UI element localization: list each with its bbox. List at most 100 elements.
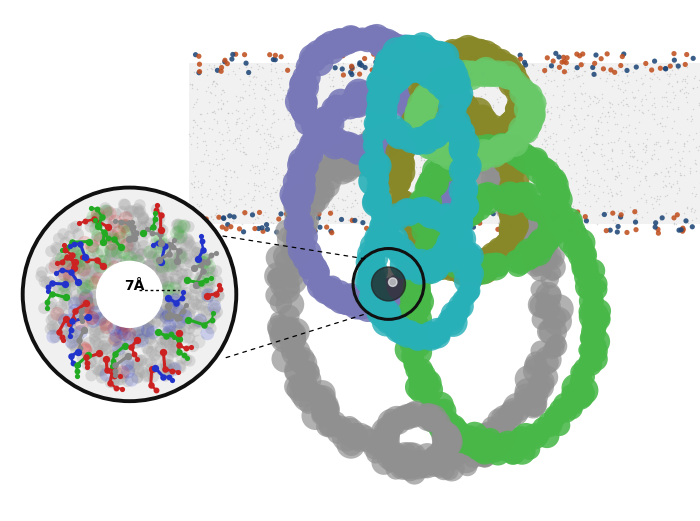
Circle shape bbox=[389, 60, 409, 80]
Point bbox=[489, 81, 500, 90]
Circle shape bbox=[373, 429, 400, 455]
Point bbox=[461, 203, 472, 212]
Circle shape bbox=[369, 220, 396, 246]
Point bbox=[67, 359, 78, 367]
Point bbox=[108, 364, 119, 372]
Circle shape bbox=[428, 46, 447, 65]
Point bbox=[325, 209, 336, 217]
Circle shape bbox=[430, 216, 451, 238]
Point bbox=[607, 145, 618, 154]
Circle shape bbox=[363, 284, 390, 311]
Point bbox=[66, 238, 78, 246]
Circle shape bbox=[291, 207, 315, 231]
Point bbox=[463, 216, 475, 224]
Circle shape bbox=[428, 184, 454, 210]
Point bbox=[313, 102, 324, 110]
Circle shape bbox=[176, 276, 188, 287]
Point bbox=[321, 58, 332, 66]
Circle shape bbox=[394, 197, 421, 224]
Circle shape bbox=[452, 138, 473, 159]
Circle shape bbox=[411, 75, 439, 103]
Circle shape bbox=[144, 259, 156, 271]
Circle shape bbox=[202, 254, 214, 266]
Point bbox=[406, 69, 417, 78]
Circle shape bbox=[377, 106, 396, 126]
Circle shape bbox=[433, 457, 456, 480]
Circle shape bbox=[144, 333, 156, 345]
Circle shape bbox=[180, 240, 192, 252]
Circle shape bbox=[282, 238, 312, 267]
Circle shape bbox=[498, 434, 522, 458]
Point bbox=[669, 69, 680, 78]
Point bbox=[386, 99, 398, 107]
Point bbox=[502, 66, 513, 75]
Point bbox=[405, 146, 416, 155]
Circle shape bbox=[272, 345, 298, 373]
Circle shape bbox=[421, 231, 442, 251]
Circle shape bbox=[530, 239, 550, 259]
Circle shape bbox=[366, 235, 389, 258]
Circle shape bbox=[494, 231, 523, 260]
Point bbox=[409, 123, 420, 132]
Point bbox=[262, 225, 273, 233]
Point bbox=[615, 210, 626, 219]
Circle shape bbox=[282, 188, 306, 212]
Circle shape bbox=[563, 234, 589, 260]
Circle shape bbox=[428, 240, 454, 266]
Circle shape bbox=[327, 282, 346, 302]
Circle shape bbox=[543, 210, 564, 230]
Point bbox=[351, 63, 362, 71]
Point bbox=[524, 115, 535, 123]
Point bbox=[596, 90, 608, 98]
Circle shape bbox=[543, 184, 560, 202]
Point bbox=[604, 70, 615, 78]
Point bbox=[538, 169, 549, 177]
Circle shape bbox=[517, 246, 541, 269]
Point bbox=[659, 122, 671, 130]
Point bbox=[305, 214, 316, 222]
Circle shape bbox=[403, 353, 425, 375]
Circle shape bbox=[448, 90, 464, 106]
Circle shape bbox=[481, 436, 508, 463]
Circle shape bbox=[434, 227, 453, 246]
Point bbox=[434, 210, 445, 219]
Point bbox=[466, 107, 477, 116]
Point bbox=[594, 74, 606, 82]
Point bbox=[415, 178, 426, 186]
Point bbox=[611, 210, 622, 219]
Point bbox=[627, 153, 638, 162]
Point bbox=[428, 95, 440, 104]
Point bbox=[488, 64, 499, 72]
Point bbox=[265, 122, 276, 131]
Circle shape bbox=[281, 317, 301, 337]
Point bbox=[662, 168, 673, 177]
Circle shape bbox=[401, 45, 417, 61]
Point bbox=[60, 280, 71, 288]
Circle shape bbox=[426, 237, 444, 256]
Circle shape bbox=[393, 51, 419, 78]
Circle shape bbox=[429, 49, 448, 68]
Point bbox=[294, 168, 305, 176]
Circle shape bbox=[111, 367, 122, 379]
Point bbox=[217, 100, 228, 108]
Circle shape bbox=[196, 256, 209, 270]
Point bbox=[442, 167, 453, 175]
Point bbox=[354, 60, 365, 69]
Circle shape bbox=[289, 72, 312, 95]
Circle shape bbox=[493, 149, 519, 175]
Point bbox=[377, 146, 388, 155]
Circle shape bbox=[429, 138, 453, 162]
Circle shape bbox=[432, 116, 458, 142]
Point bbox=[678, 139, 690, 147]
Circle shape bbox=[173, 226, 185, 237]
Point bbox=[183, 213, 195, 221]
Circle shape bbox=[188, 295, 200, 307]
Circle shape bbox=[69, 340, 81, 352]
Circle shape bbox=[387, 49, 405, 67]
Circle shape bbox=[382, 444, 402, 465]
Point bbox=[249, 109, 260, 117]
Circle shape bbox=[408, 76, 433, 101]
Circle shape bbox=[180, 293, 192, 305]
Circle shape bbox=[270, 320, 298, 350]
Point bbox=[43, 287, 54, 295]
